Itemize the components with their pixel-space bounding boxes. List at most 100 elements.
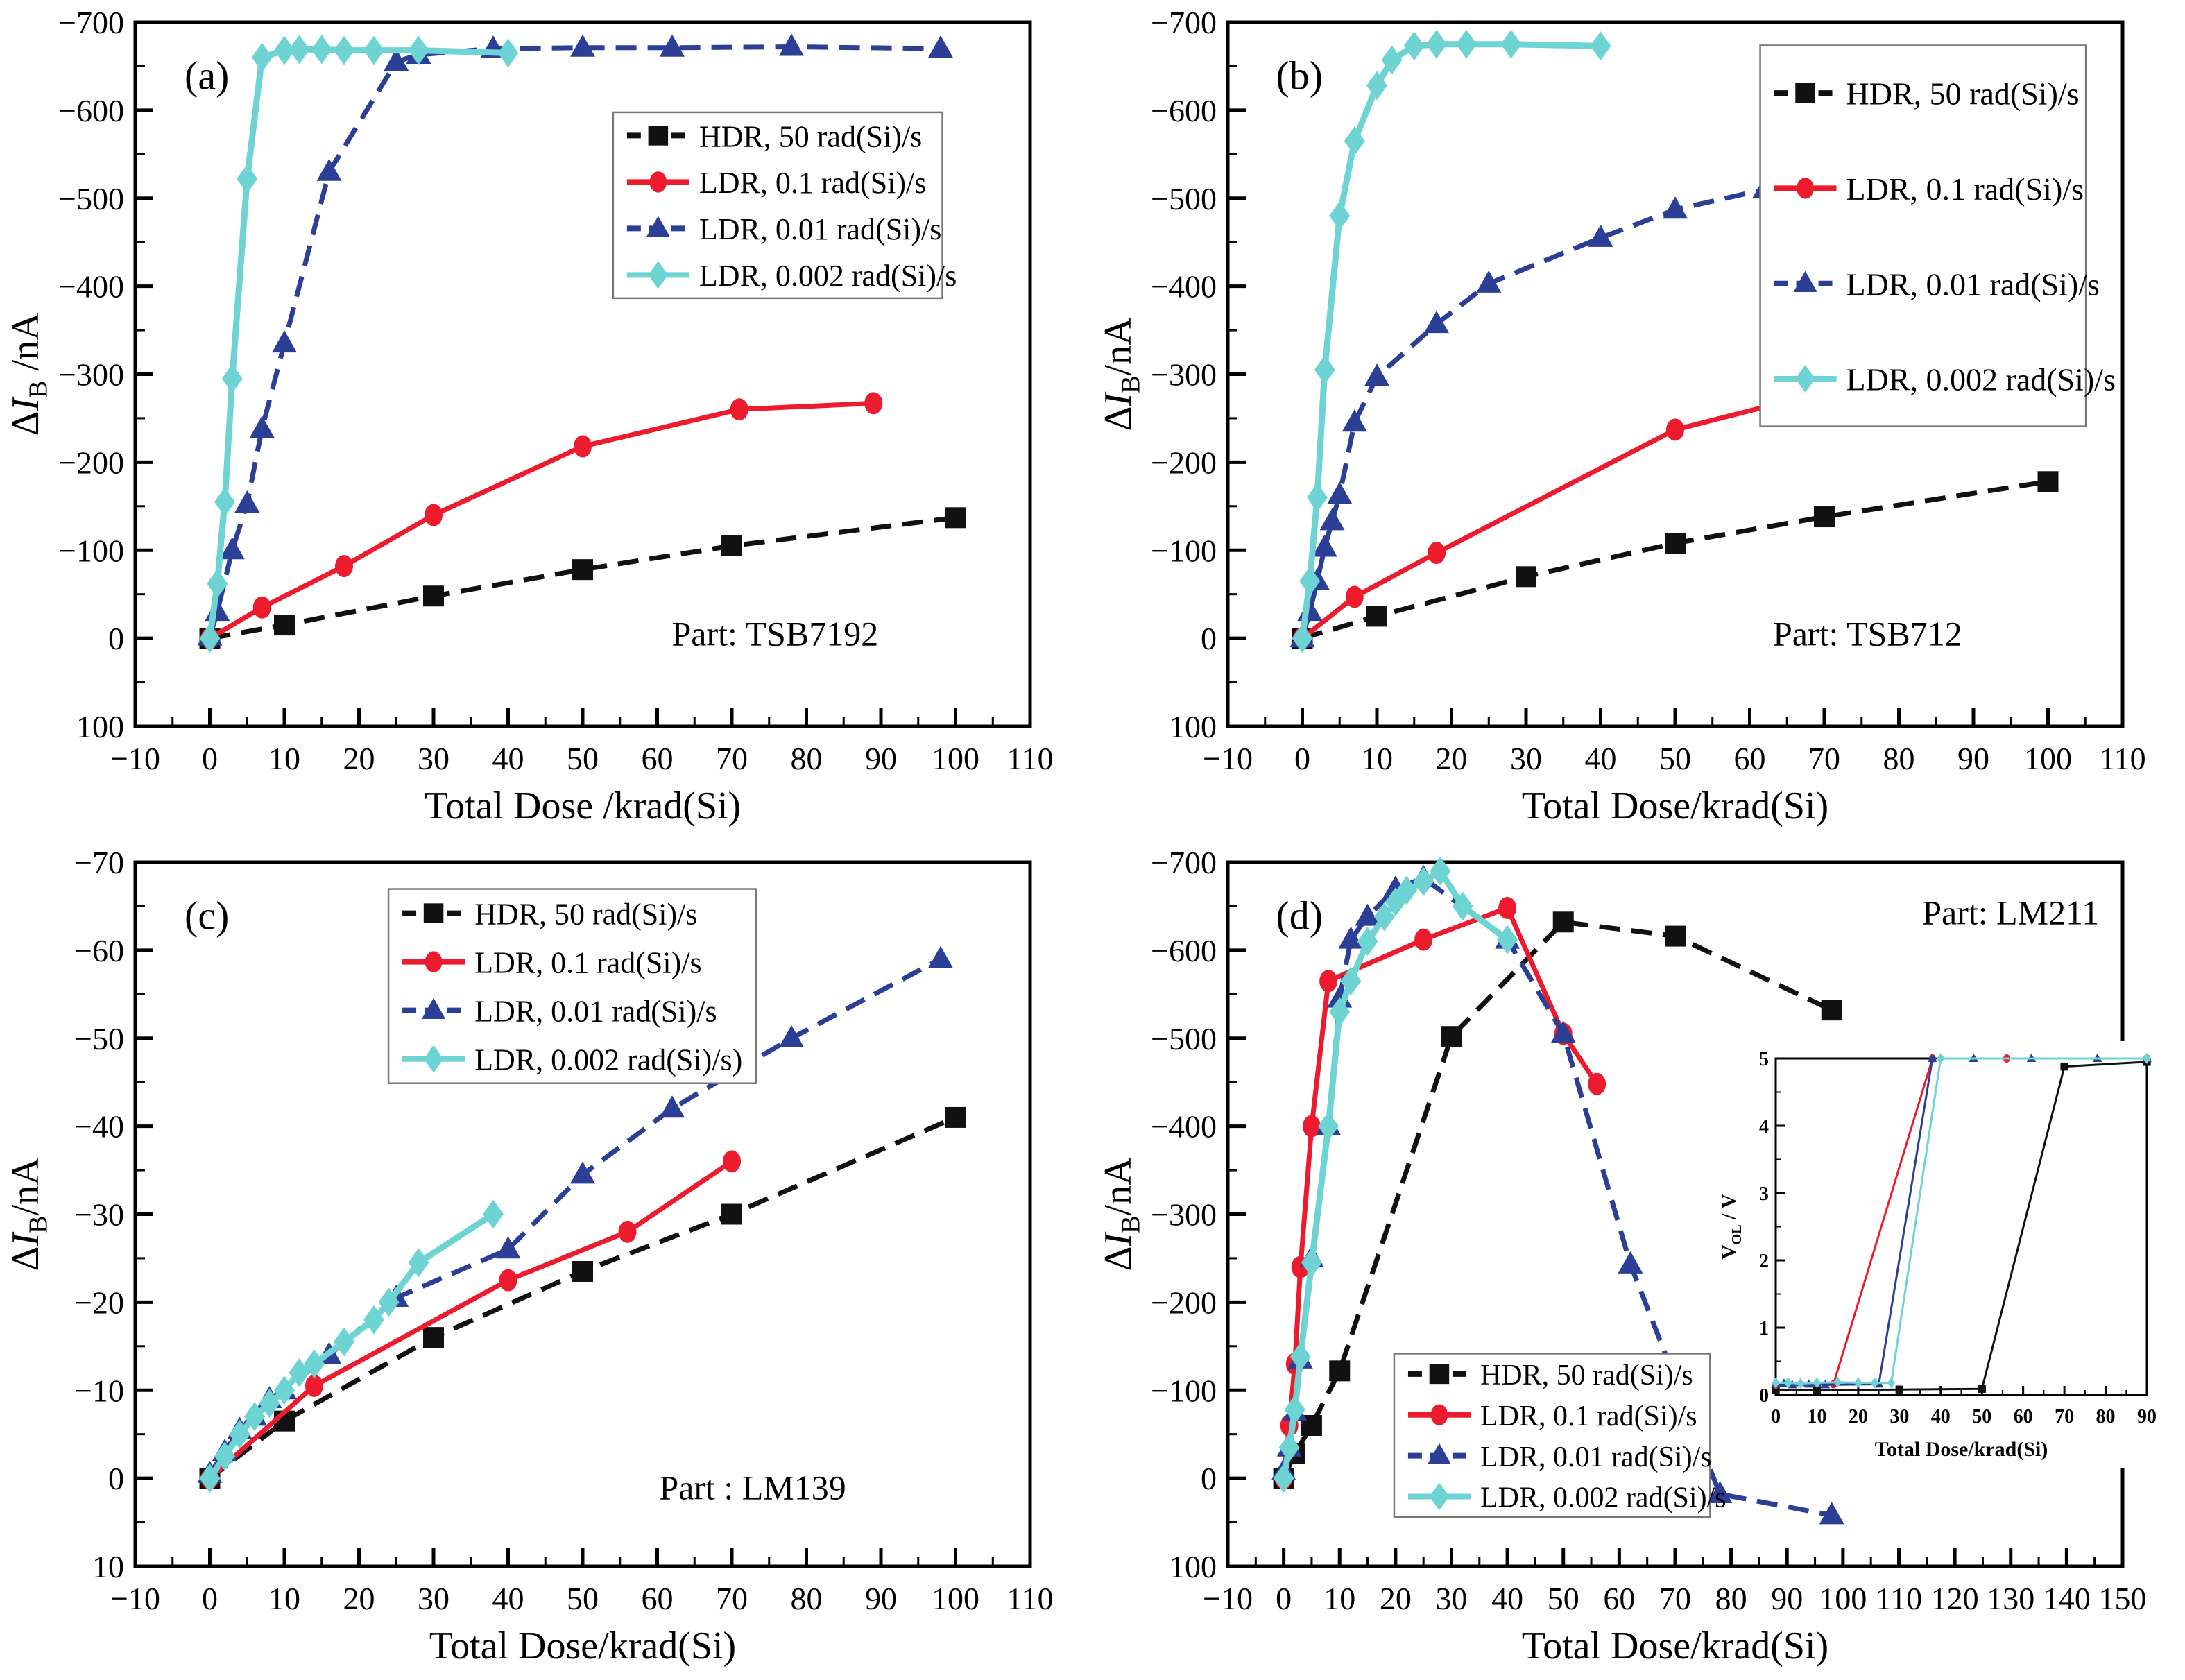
marker-diamond <box>423 1045 444 1073</box>
legend-label: HDR, 50 rad(Si)/s <box>474 897 697 931</box>
x-axis-title: Total Dose/krad(Si) <box>1522 1625 1828 1668</box>
y-tick-label: 100 <box>76 709 124 744</box>
marker-circle <box>574 435 592 458</box>
x-tick-label: 10 <box>268 1581 300 1616</box>
legend-label: LDR, 0.002 rad(Si)/s) <box>474 1043 742 1077</box>
x-tick-label: 60 <box>1603 1581 1635 1616</box>
marker-triangle <box>1319 508 1345 531</box>
marker-diamond <box>1373 902 1395 932</box>
marker-diamond <box>1314 355 1335 385</box>
y-tick-label: −300 <box>1151 357 1217 393</box>
marker-diamond <box>408 35 429 65</box>
marker-diamond <box>1430 856 1451 886</box>
marker-diamond <box>237 164 258 194</box>
y-tick-label: −70 <box>74 845 124 880</box>
x-tick-label: 60 <box>642 741 674 776</box>
inset-y-tick-label: 3 <box>1759 1183 1769 1205</box>
y-tick-label: −700 <box>1151 5 1217 40</box>
panel-letter: (b) <box>1276 53 1323 98</box>
x-tick-label: 70 <box>716 741 748 776</box>
marker-diamond <box>648 261 669 289</box>
legend-label: LDR, 0.01 rad(Si)/s <box>474 994 717 1028</box>
x-tick-label: 50 <box>567 1581 599 1616</box>
x-tick-label: 20 <box>1436 741 1468 776</box>
x-tick-label: 10 <box>1323 1581 1355 1616</box>
inset-background <box>1748 1041 2159 1468</box>
marker-triangle <box>660 34 685 57</box>
x-tick-label: 20 <box>343 741 375 776</box>
x-tick-label: 40 <box>492 1581 524 1616</box>
y-tick-label: −100 <box>58 533 124 568</box>
marker-diamond <box>221 363 243 393</box>
marker-diamond <box>274 35 295 65</box>
marker-diamond <box>1381 45 1403 75</box>
y-tick-label: 100 <box>1169 709 1217 744</box>
marker-square <box>423 1327 444 1348</box>
marker-diamond <box>1344 126 1365 156</box>
y-tick-label: −30 <box>74 1197 124 1233</box>
y-tick-label: −100 <box>1151 1373 1217 1408</box>
x-tick-label: 50 <box>1659 741 1691 776</box>
marker-triangle <box>1355 903 1380 926</box>
legend: HDR, 50 rad(Si)/s LDR, 0.1 rad(Si)/s LDR, … <box>612 111 957 300</box>
x-tick-label: 150 <box>2099 1581 2147 1616</box>
marker-diamond <box>1329 201 1351 231</box>
marker-square <box>1814 506 1835 528</box>
marker-circle <box>252 596 271 619</box>
marker-diamond <box>1307 483 1328 513</box>
y-axis-title: ΔIB/nA <box>1097 317 1145 431</box>
marker-diamond <box>259 1389 280 1418</box>
x-tick-label: 90 <box>1771 1581 1803 1616</box>
marker-square <box>1552 911 1574 933</box>
y-tick-label: −60 <box>74 933 124 968</box>
y-tick-label: −600 <box>1151 933 1217 968</box>
marker-diamond <box>1456 29 1477 59</box>
marker-diamond <box>363 1305 384 1335</box>
inset-x-tick-label: 30 <box>1890 1406 1909 1428</box>
inset-y-axis-title: VOL / V <box>1717 1194 1745 1260</box>
x-tick-label: 130 <box>1987 1581 2034 1616</box>
y-tick-label: −40 <box>74 1109 124 1145</box>
marker-diamond <box>1284 1395 1305 1425</box>
marker-triangle <box>1707 1480 1733 1503</box>
inset-x-tick-label: 40 <box>1931 1406 1951 1428</box>
marker-diamond <box>1396 875 1417 905</box>
marker-triangle <box>1550 1020 1576 1043</box>
marker-diamond <box>1937 1053 1945 1064</box>
legend: HDR, 50 rad(Si)/s LDR, 0.1 rad(Si)/s LDR, … <box>1393 1353 1726 1518</box>
y-tick-label: 0 <box>1201 1461 1217 1496</box>
x-axis-title: Total Dose/krad(Si) <box>429 1625 736 1668</box>
legend-label: LDR, 0.1 rad(Si)/s <box>474 945 702 979</box>
marker-diamond <box>1795 365 1815 393</box>
marker-diamond <box>251 42 273 72</box>
y-tick-label: −100 <box>1151 533 1217 568</box>
marker-square <box>721 1203 742 1225</box>
x-tick-label: 0 <box>1276 1581 1292 1616</box>
marker-square <box>1821 1000 1842 1021</box>
marker-square <box>423 585 444 607</box>
legend-label: LDR, 0.002 rad(Si)/s <box>699 259 957 293</box>
x-tick-label: 20 <box>1380 1581 1412 1616</box>
marker-circle <box>1588 1072 1606 1095</box>
marker-diamond <box>1833 1376 1842 1388</box>
x-tick-label: 20 <box>343 1581 375 1616</box>
y-tick-label: −200 <box>58 445 124 480</box>
y-tick-label: 0 <box>1201 621 1217 656</box>
marker-diamond <box>1366 71 1387 101</box>
marker-diamond <box>1887 1377 1896 1389</box>
x-tick-label: 80 <box>791 1581 823 1616</box>
panel-letter: (a) <box>185 53 229 98</box>
marker-diamond <box>378 1287 400 1317</box>
marker-circle <box>335 555 353 578</box>
x-tick-label: 10 <box>268 741 300 776</box>
marker-diamond <box>1299 566 1321 596</box>
marker-square <box>1895 1385 1904 1394</box>
marker-square <box>1978 1385 1986 1393</box>
y-axis-title: ΔIB /nA <box>4 312 53 436</box>
legend-label: HDR, 50 rad(Si)/s <box>699 119 922 153</box>
y-tick-label: 100 <box>1169 1549 1217 1584</box>
x-tick-label: 30 <box>418 741 449 776</box>
marker-triangle <box>1342 409 1367 432</box>
marker-circle <box>1414 928 1433 951</box>
legend-box <box>387 888 757 1084</box>
